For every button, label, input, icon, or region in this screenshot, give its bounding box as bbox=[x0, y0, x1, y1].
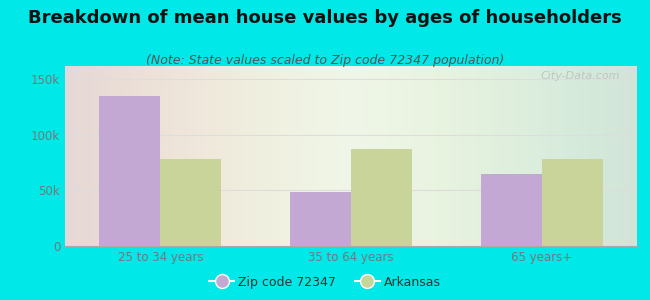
Text: (Note: State values scaled to Zip code 72347 population): (Note: State values scaled to Zip code 7… bbox=[146, 54, 504, 67]
Bar bbox=[351, 149, 412, 246]
Bar bbox=[480, 174, 541, 246]
Bar bbox=[541, 159, 603, 246]
Text: Breakdown of mean house values by ages of householders: Breakdown of mean house values by ages o… bbox=[28, 9, 622, 27]
Legend: Zip code 72347, Arkansas: Zip code 72347, Arkansas bbox=[205, 271, 445, 294]
Bar bbox=[161, 159, 222, 246]
Text: City-Data.com: City-Data.com bbox=[540, 71, 620, 81]
Bar bbox=[99, 96, 161, 246]
Bar bbox=[290, 192, 351, 246]
